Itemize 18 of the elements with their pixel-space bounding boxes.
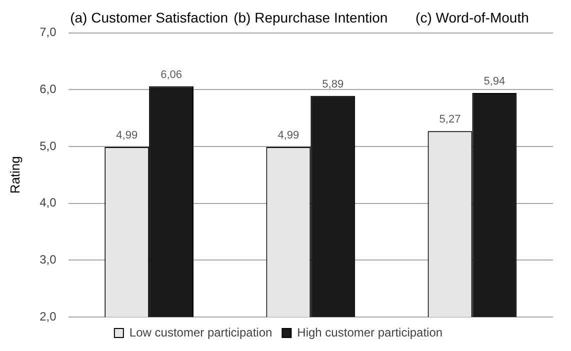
data-label: 5,89 bbox=[322, 78, 344, 90]
x-tick-label: (c) Word-of-Mouth bbox=[416, 9, 529, 26]
y-tick-label: 3,0 bbox=[40, 252, 57, 266]
y-tick-label: 6,0 bbox=[40, 82, 57, 96]
y-tick-label: 5,0 bbox=[40, 138, 57, 153]
data-label: 5,94 bbox=[484, 76, 506, 88]
data-label: 5,27 bbox=[439, 114, 461, 126]
legend-label: High customer participation bbox=[297, 325, 443, 340]
data-label: 4,99 bbox=[116, 130, 138, 142]
data-label: 4,99 bbox=[278, 130, 300, 142]
data-label: 6,06 bbox=[160, 68, 182, 81]
x-tick-label: (a) Customer Satisfaction bbox=[70, 9, 228, 26]
x-tick-label: (b) Repurchase Intention bbox=[234, 9, 388, 26]
y-axis-title: Rating bbox=[7, 156, 22, 194]
y-tick-label: 2,0 bbox=[40, 309, 57, 324]
y-tick-label: 7,0 bbox=[40, 25, 57, 40]
y-tick-label: 4,0 bbox=[40, 196, 57, 210]
legend-label: Low customer participation bbox=[129, 325, 272, 340]
